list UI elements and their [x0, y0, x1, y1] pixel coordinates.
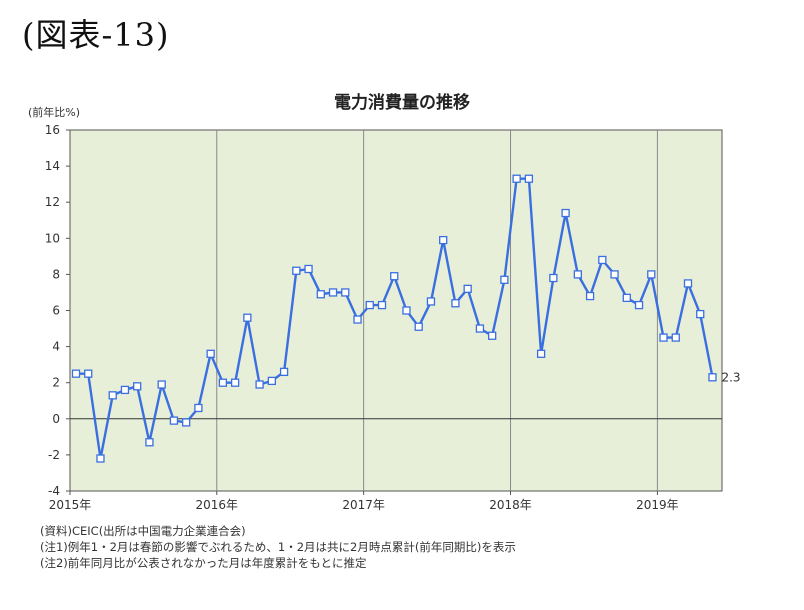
data-point — [573, 270, 582, 279]
data-point — [561, 208, 570, 218]
data-point — [683, 279, 693, 288]
data-point — [488, 331, 497, 340]
data-point — [671, 333, 680, 342]
x-tick-label: 2017年 — [342, 498, 385, 512]
data-point — [536, 349, 546, 358]
data-point — [157, 380, 166, 389]
data-point — [328, 288, 338, 297]
data-point — [169, 416, 179, 425]
data-point — [402, 306, 411, 315]
data-point — [267, 376, 276, 386]
x-tick-label: 2016年 — [195, 498, 238, 512]
x-tick-label: 2018年 — [489, 498, 532, 512]
chart-title: 電力消費量の推移 — [334, 93, 470, 113]
data-point — [426, 297, 436, 306]
data-point — [696, 309, 705, 319]
data-point — [133, 382, 142, 391]
last-value-label: 2.3 — [721, 370, 740, 384]
data-point — [622, 293, 631, 303]
note-2: (注2)前年同月比が公表されなかった月は年度累計をもとに推定 — [40, 556, 367, 570]
chart-notes: (資料)CEIC(出所は中国電力企業連合会) (注1)例年1・2月は春節の影響で… — [40, 523, 516, 571]
data-point — [120, 385, 130, 395]
y-tick-label: -4 — [48, 484, 60, 498]
data-point — [365, 300, 374, 310]
data-point — [341, 288, 350, 297]
data-point — [71, 369, 81, 378]
data-point — [610, 270, 619, 279]
data-point — [475, 324, 485, 333]
data-point — [145, 438, 154, 447]
data-point — [304, 264, 313, 274]
data-point — [549, 273, 558, 283]
data-point — [414, 322, 423, 331]
y-tick-label: 4 — [52, 340, 60, 354]
data-point — [647, 270, 656, 279]
y-tick-label: 0 — [52, 412, 60, 426]
data-point — [182, 418, 191, 427]
data-point — [353, 315, 362, 324]
note-1: (注1)例年1・2月は春節の影響でぶれるため、1・2月は共に2月時点累計(前年同… — [40, 540, 516, 554]
y-axis-unit-label: (前年比%) — [28, 106, 81, 119]
data-point — [390, 272, 399, 281]
x-tick-label: 2019年 — [636, 498, 679, 512]
data-point — [292, 266, 301, 275]
note-source: (資料)CEIC(出所は中国電力企業連合会) — [40, 524, 246, 538]
data-point — [84, 369, 93, 378]
y-tick-label: 12 — [45, 195, 60, 209]
y-tick-label: 8 — [52, 267, 60, 281]
data-point — [230, 378, 240, 387]
data-point — [512, 174, 521, 183]
data-point — [316, 290, 325, 299]
data-point — [194, 403, 203, 413]
y-tick-label: 10 — [45, 231, 60, 245]
data-point — [279, 367, 289, 377]
y-tick-label: 16 — [45, 123, 60, 137]
y-tick-label: 2 — [52, 376, 60, 390]
data-point — [255, 380, 264, 389]
data-point — [524, 174, 534, 183]
data-point — [585, 291, 595, 301]
data-point — [377, 300, 387, 310]
data-point — [634, 300, 644, 310]
data-point — [500, 275, 509, 284]
plot-area — [69, 129, 723, 492]
data-point — [451, 299, 460, 308]
figure-label: (図表-13) — [22, 16, 170, 54]
y-tick-label: 6 — [52, 304, 60, 318]
data-point — [463, 284, 472, 293]
data-point — [439, 235, 448, 245]
y-tick-label: 14 — [45, 159, 60, 173]
data-point — [659, 333, 668, 342]
data-point — [708, 373, 717, 382]
data-point — [218, 378, 228, 387]
data-point — [96, 454, 105, 463]
data-point — [108, 391, 117, 400]
y-tick-label: -2 — [48, 448, 60, 462]
x-tick-label: 2015年 — [49, 498, 92, 512]
data-point — [243, 313, 252, 322]
data-point — [598, 255, 607, 265]
data-point — [206, 349, 215, 358]
